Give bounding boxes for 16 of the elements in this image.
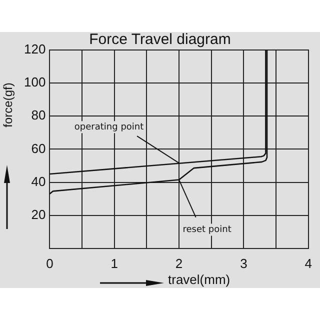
y-tick-label: 40 — [31, 174, 46, 189]
annotation: reset point — [182, 225, 232, 236]
annotation: operating point — [74, 122, 144, 132]
y-tick-label: 60 — [31, 140, 46, 156]
x-axis-title: travel(mm) — [168, 272, 230, 287]
x-tick-label: 3 — [240, 256, 248, 271]
y-axis-title: force(gf) — [1, 82, 15, 130]
x-tick-label: 4 — [304, 256, 312, 271]
y-tick-label: 100 — [24, 74, 46, 90]
x-tick-label: 2 — [175, 256, 183, 271]
y-tick-label: 20 — [31, 206, 46, 222]
chart-title: Force Travel diagram — [89, 31, 231, 48]
x-tick-label: 0 — [46, 256, 54, 271]
y-tick-label: 80 — [31, 108, 46, 123]
y-tick-label: 120 — [24, 42, 46, 57]
x-tick-label: 1 — [110, 256, 118, 271]
